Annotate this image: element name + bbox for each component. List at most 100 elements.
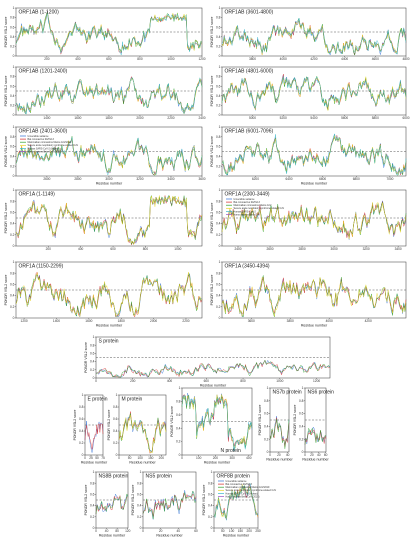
y-tick-label: 0.4 xyxy=(299,425,304,429)
x-tick-label: 75 xyxy=(101,456,105,460)
y-tick-label: 0.4 xyxy=(90,360,95,364)
x-tick-label: 0 xyxy=(95,529,97,533)
y-tick-label: 1 xyxy=(219,260,221,264)
panel-title: ORF1A (2300-3449) xyxy=(225,192,270,198)
x-tick-label: 1600 xyxy=(85,319,92,323)
disorder-series-line xyxy=(304,427,327,445)
x-tick-label: 1200 xyxy=(198,57,205,61)
panel-title: NS5 protein xyxy=(146,474,173,480)
y-tick-label: 1 xyxy=(267,386,269,390)
y-tick-label: 0.8 xyxy=(10,75,15,79)
x-tick-label: 6800 xyxy=(353,177,360,181)
y-tick-label: 0 xyxy=(13,174,15,178)
y-tick-label: 0.6 xyxy=(10,145,15,149)
x-tick-label: 250 xyxy=(255,529,261,533)
panel-title: M protein xyxy=(122,397,143,403)
panel-orf1a-4: 0 0.2 0.4 0.6 0.8 1 3600 3800 4000 4200 ORF1A (345… xyxy=(210,260,407,328)
y-tick-label: 0.6 xyxy=(137,493,142,497)
y-tick-label: 0.4 xyxy=(90,504,95,508)
panel-orf1ab-2: 0 0.2 0.4 0.6 0.8 1 1400 1600 1800 2000 2200 2400 OR… xyxy=(4,65,206,120)
y-tick-label: 0.4 xyxy=(113,429,118,433)
y-tick-label: 0.8 xyxy=(113,405,118,409)
disorder-series-line xyxy=(221,135,407,176)
x-tick-label: 1800 xyxy=(105,116,112,120)
x-tick-label: 150 xyxy=(238,529,244,533)
disorder-series-line xyxy=(15,76,203,114)
panel-title: S protein xyxy=(99,339,119,345)
panel-orf1ab-4: 0 0.2 0.4 0.6 0.8 1 3800 4000 4200 4400 4600 4800 OR… xyxy=(210,6,410,61)
x-tick-label: 600 xyxy=(204,379,210,383)
y-tick-label: 0 xyxy=(267,450,269,454)
y-tick-label: 0.2 xyxy=(208,515,213,519)
x-tick-label: 2400 xyxy=(234,247,241,251)
y-tick-label: 0.6 xyxy=(10,84,15,88)
y-tick-label: 0.2 xyxy=(113,441,118,445)
y-axis-label: PONDR VSL2 score xyxy=(202,485,206,516)
y-tick-label: 0.6 xyxy=(264,412,269,416)
y-tick-label: 0.4 xyxy=(10,222,15,226)
x-tick-label: 2600 xyxy=(43,177,50,181)
y-tick-label: 1 xyxy=(219,188,221,192)
y-tick-label: 0.6 xyxy=(90,493,95,497)
y-tick-label: 0.2 xyxy=(10,164,15,168)
panel-title: ORF1AB (3601-4800) xyxy=(225,10,274,16)
y-tick-label: 0.8 xyxy=(208,481,213,485)
y-tick-label: 0.6 xyxy=(10,25,15,29)
disorder-series-line xyxy=(95,359,331,378)
x-tick-label: 4400 xyxy=(341,57,348,61)
y-tick-label: 0.2 xyxy=(299,437,304,441)
x-tick-label: 1600 xyxy=(74,116,81,120)
y-tick-label: 0.8 xyxy=(79,405,84,409)
y-tick-label: 0.4 xyxy=(216,155,221,159)
disorder-series-line xyxy=(142,490,197,520)
y-tick-label: 0 xyxy=(219,174,221,178)
x-tick-label: 800 xyxy=(143,247,149,251)
x-tick-label: 3800 xyxy=(249,57,256,61)
y-tick-label: 0 xyxy=(219,54,221,58)
y-tick-label: 0 xyxy=(140,526,142,530)
y-tick-label: 0.2 xyxy=(90,515,95,519)
x-tick-label: 5200 xyxy=(280,116,287,120)
disorder-series-line xyxy=(15,12,203,56)
legend-entry: Severe acute respiratory syndrome-relate… xyxy=(28,144,79,147)
y-tick-label: 0.8 xyxy=(10,199,15,203)
panel-orf1ab-5: 0 0.2 0.4 0.6 0.8 1 5000 5200 5400 5600 5800 6000 OR… xyxy=(210,65,410,120)
y-axis-label: PONDR VSL2 score xyxy=(4,76,8,107)
y-tick-label: 0.2 xyxy=(10,233,15,237)
x-tick-label: 0 xyxy=(213,529,215,533)
y-tick-label: 1 xyxy=(13,188,15,192)
y-tick-label: 1 xyxy=(13,260,15,264)
y-tick-label: 0.2 xyxy=(216,164,221,168)
disorder-series-line xyxy=(221,76,407,109)
disorder-series-line xyxy=(15,272,203,318)
panel-title: ORF8B protein xyxy=(217,474,251,480)
y-tick-label: 1 xyxy=(82,393,84,397)
x-tick-label: 20 xyxy=(159,529,163,533)
y-tick-label: 0.4 xyxy=(79,429,84,433)
x-tick-label: 2600 xyxy=(266,247,273,251)
y-tick-label: 0.4 xyxy=(216,294,221,298)
y-tick-label: 0.8 xyxy=(176,400,181,404)
x-tick-label: 40 xyxy=(177,529,181,533)
legend-entry: Homo sapiens Beta-CoV (2019) xyxy=(28,150,62,153)
y-tick-label: 1 xyxy=(13,65,15,69)
disorder-series-line xyxy=(118,415,167,454)
y-axis-label: PONDR VSL2 score xyxy=(170,406,174,437)
disorder-series-line xyxy=(15,138,203,175)
y-tick-label: 0 xyxy=(93,376,95,380)
y-tick-label: 0.8 xyxy=(216,271,221,275)
disorder-series-line xyxy=(15,77,203,115)
disorder-series-line xyxy=(221,73,407,110)
x-tick-label: 4200 xyxy=(365,319,372,323)
y-tick-label: 0.8 xyxy=(216,199,221,203)
y-tick-label: 0.4 xyxy=(216,35,221,39)
y-tick-label: 0.4 xyxy=(10,155,15,159)
y-tick-label: 0 xyxy=(13,113,15,117)
x-axis-label: Residue number xyxy=(301,324,328,328)
y-tick-label: 0.6 xyxy=(216,84,221,88)
